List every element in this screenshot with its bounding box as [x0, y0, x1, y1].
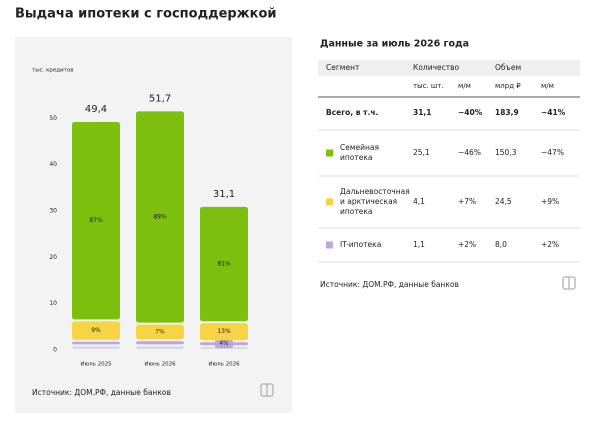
table-header: Объем	[495, 63, 521, 72]
total-label: 51,7	[149, 93, 171, 104]
bar-segment	[72, 341, 120, 345]
share-label: 81%	[217, 261, 231, 268]
segment-name: ипотека	[340, 207, 372, 216]
share-label: 87%	[89, 217, 103, 224]
share-label-bg	[215, 327, 233, 337]
table-header: Сегмент	[326, 63, 360, 72]
bar-segment	[136, 341, 184, 345]
y-tick-label: 10	[49, 300, 57, 307]
bar-segment	[136, 346, 184, 349]
x-tick-label: Июль 2025	[80, 362, 112, 368]
segment-name: IT-ипотека	[340, 240, 381, 249]
table-cell: +2%	[458, 240, 476, 249]
segment-name: Семейная	[340, 143, 379, 152]
table-cell: −47%	[541, 148, 564, 157]
logo	[260, 276, 576, 397]
share-label: 13%	[217, 328, 231, 335]
table-subheader: м/м	[458, 82, 471, 90]
table-title: Данные за июль 2026 года	[320, 39, 469, 50]
share-label-bg	[215, 259, 233, 269]
segment-marker	[326, 198, 333, 206]
y-tick-label: 30	[49, 207, 57, 214]
table-cell: 1,1	[413, 240, 425, 249]
segment-marker	[326, 149, 333, 157]
table-header-bg	[318, 60, 580, 76]
y-tick-label: 40	[49, 161, 57, 168]
segment-marker	[326, 241, 333, 249]
share-label: 9%	[91, 327, 101, 334]
x-tick-label: Июнь 2026	[144, 362, 176, 368]
share-label-bg	[151, 327, 169, 337]
total-label: 31,1	[213, 189, 235, 200]
share-label: 89%	[153, 213, 167, 220]
segment-name: Дальневосточная	[340, 187, 410, 196]
segment-name: ипотека	[340, 153, 372, 162]
table-cell: +2%	[541, 240, 559, 249]
y-tick-label: 20	[49, 254, 57, 261]
total-label: 49,4	[85, 104, 107, 115]
chart-source: Источник: ДОМ.РФ, данные банков	[32, 388, 171, 397]
table-cell: +9%	[541, 197, 559, 206]
segment-name: Всего, в т.ч.	[326, 108, 378, 117]
share-label-bg	[87, 216, 105, 226]
y-tick-label: 50	[49, 115, 57, 122]
share-label-bg	[87, 326, 105, 336]
table-cell: 24,5	[495, 197, 512, 206]
bar-segment	[72, 346, 120, 349]
share-label: 7%	[155, 328, 165, 335]
table-cell: 150,3	[495, 148, 517, 157]
table-cell: +7%	[458, 197, 476, 206]
y-axis-label: тыс. кредитов	[32, 68, 73, 74]
share-label-bg	[151, 212, 169, 222]
table-cell: −40%	[458, 108, 483, 117]
table-cell: −41%	[541, 108, 566, 117]
table-header: Количество	[413, 63, 460, 72]
table-source: Источник: ДОМ.РФ, данные банков	[320, 280, 459, 289]
table-subheader: тыс. шт.	[413, 82, 444, 90]
table-cell: −46%	[458, 148, 481, 157]
table-cell: 31,1	[413, 108, 432, 117]
table-cell: 4,1	[413, 197, 425, 206]
table-cell: 183,9	[495, 108, 519, 117]
table-subheader: м/м	[541, 82, 554, 90]
share-label-bg	[215, 339, 233, 349]
table-subheader: млрд ₽	[495, 82, 521, 90]
table-cell: 8,0	[495, 240, 507, 249]
x-tick-label: Июль 2026	[208, 362, 240, 368]
y-tick-label: 0	[53, 347, 57, 354]
segment-name: и арктическая	[340, 197, 397, 206]
table-cell: 25,1	[413, 148, 430, 157]
page-title: Выдача ипотеки с господдержкой	[15, 7, 277, 22]
share-label: 4%	[219, 340, 229, 347]
